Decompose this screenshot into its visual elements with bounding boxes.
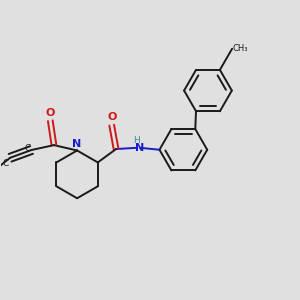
Text: CH₃: CH₃ [233, 44, 248, 53]
Text: N: N [135, 143, 145, 153]
Text: H: H [133, 136, 140, 145]
Text: O: O [46, 108, 55, 118]
Text: C: C [3, 159, 9, 168]
Text: N: N [73, 139, 82, 149]
Text: C: C [24, 144, 31, 153]
Text: O: O [107, 112, 116, 122]
